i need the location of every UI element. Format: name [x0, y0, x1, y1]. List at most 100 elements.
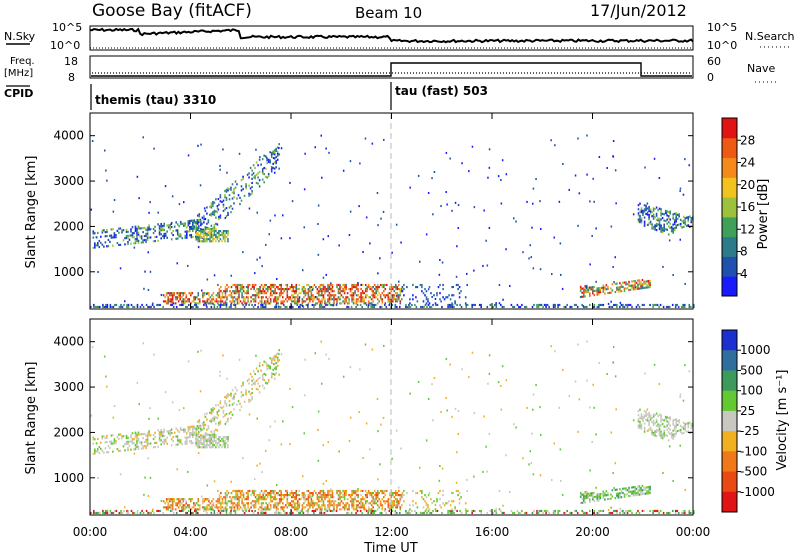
velocity-cell	[294, 508, 296, 511]
power-cell	[189, 230, 191, 233]
power-cell	[121, 305, 124, 309]
power-cell	[192, 235, 194, 239]
velocity-cell	[345, 506, 347, 509]
velocity-cell	[326, 509, 329, 513]
power-cell	[261, 178, 264, 181]
velocity-cell	[375, 498, 377, 501]
velocity-cell	[295, 494, 298, 497]
velocity-cell	[357, 496, 359, 499]
velocity-cell	[396, 502, 399, 505]
power-cell	[145, 234, 147, 238]
velocity-cell	[427, 494, 430, 497]
velocity-cell	[640, 493, 642, 496]
velocity-cell	[238, 502, 240, 505]
velocity-cell	[274, 494, 276, 497]
power-cell	[357, 282, 359, 285]
velocity-cell	[181, 443, 184, 446]
power-cell	[394, 305, 397, 309]
power-cell	[522, 251, 524, 254]
power-cell	[579, 287, 582, 290]
power-cell	[225, 190, 228, 193]
power-cell	[245, 185, 247, 188]
power-cell	[456, 303, 458, 307]
power-cell	[127, 230, 129, 233]
power-cell	[297, 296, 299, 299]
velocity-cell	[319, 509, 321, 513]
power-cell	[130, 234, 132, 237]
velocity-cell	[294, 492, 296, 495]
power-cell	[668, 305, 671, 309]
velocity-cell	[325, 494, 328, 497]
velocity-cell	[515, 426, 517, 429]
velocity-cell	[625, 487, 627, 490]
velocity-cell	[248, 382, 250, 385]
power-cell	[432, 213, 434, 216]
velocity-cell	[242, 381, 244, 384]
velocity-cell	[386, 500, 388, 503]
power-cell	[174, 298, 177, 301]
power-cell	[286, 296, 289, 299]
power-cell	[286, 288, 289, 291]
velocity-cell	[614, 497, 617, 500]
velocity-cell	[177, 506, 180, 509]
power-cell	[357, 288, 359, 291]
power-cell	[602, 284, 605, 287]
velocity-cell	[392, 494, 394, 497]
power-cell	[144, 270, 146, 273]
velocity-cell	[536, 509, 538, 513]
velocity-cell	[392, 492, 394, 495]
velocity-cell	[193, 433, 196, 436]
power-cell	[206, 302, 209, 305]
power-cell	[193, 298, 195, 301]
velocity-cell	[171, 500, 174, 503]
velocity-cell	[406, 492, 408, 495]
velocity-cell	[372, 492, 374, 495]
velocity-cell	[301, 511, 304, 514]
velocity-cell	[195, 432, 198, 435]
velocity-cell	[592, 494, 594, 497]
velocity-cell	[93, 509, 95, 513]
velocity-cell	[317, 429, 319, 432]
power-cell	[125, 230, 128, 234]
velocity-cell	[198, 421, 201, 424]
power-cell	[254, 303, 256, 307]
velocity-cell	[632, 486, 635, 489]
power-cell	[269, 300, 272, 303]
power-cell	[399, 305, 401, 309]
power-cell	[637, 303, 639, 307]
velocity-cell	[377, 430, 379, 433]
velocity-cell	[361, 502, 364, 505]
power-cell	[256, 288, 258, 291]
power-cell	[106, 303, 109, 307]
power-cell	[311, 288, 314, 291]
velocity-cell	[181, 508, 183, 511]
velocity-cell	[655, 412, 658, 415]
power-cell	[364, 296, 367, 299]
power-cell	[482, 264, 484, 267]
power-cell	[148, 228, 150, 231]
power-cell	[690, 305, 692, 309]
velocity-cell	[316, 496, 319, 499]
power-cell	[198, 227, 200, 230]
velocity-cell	[133, 452, 136, 455]
colorbar-swatch	[722, 118, 737, 139]
power-cell	[427, 288, 430, 291]
velocity-cell	[358, 411, 360, 414]
velocity-cell	[667, 416, 670, 420]
power-cell	[355, 300, 358, 303]
power-cell	[652, 225, 655, 229]
velocity-cell	[277, 492, 279, 495]
power-cell	[319, 294, 322, 297]
velocity-cell	[449, 363, 451, 366]
power-cell	[130, 242, 132, 245]
power-cell	[299, 303, 302, 307]
velocity-cell	[655, 424, 658, 427]
power-cell	[351, 286, 353, 289]
colorbar-swatch	[722, 330, 737, 351]
power-cell	[473, 269, 475, 272]
power-cell	[501, 159, 504, 162]
velocity-cell	[248, 378, 250, 381]
velocity-cell	[345, 502, 347, 505]
power-cell	[376, 290, 379, 293]
power-cell	[639, 202, 641, 205]
